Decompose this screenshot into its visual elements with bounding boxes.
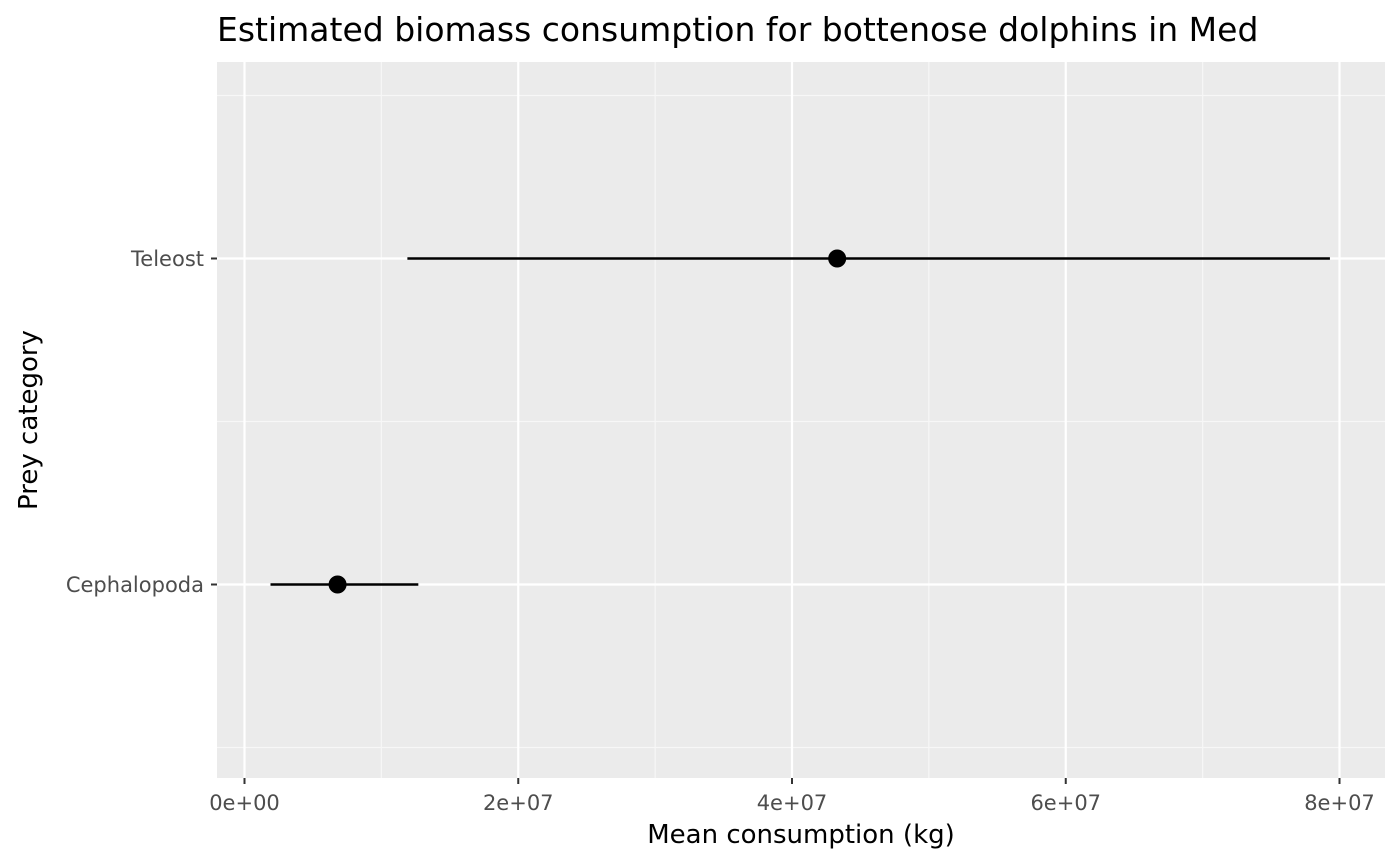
data-marks xyxy=(270,249,1330,594)
y-axis-title: Prey category xyxy=(14,330,44,510)
mean-point xyxy=(328,575,347,594)
x-axis: 0e+00 2e+07 4e+07 6e+07 8e+07 xyxy=(209,778,1375,815)
x-tick-label: 8e+07 xyxy=(1304,791,1375,815)
mean-point xyxy=(828,249,847,268)
y-tick-label: Teleost xyxy=(130,247,204,271)
x-tick-label: 6e+07 xyxy=(1030,791,1101,815)
x-tick-label: 2e+07 xyxy=(483,791,554,815)
x-tick-label: 4e+07 xyxy=(757,791,828,815)
minor-gridlines xyxy=(217,62,1385,778)
plot-panel xyxy=(217,62,1385,778)
y-axis: Cephalopoda Teleost xyxy=(66,247,217,597)
x-axis-title: Mean consumption (kg) xyxy=(647,820,955,850)
y-tick-label: Cephalopoda xyxy=(66,573,204,597)
x-tick-label: 0e+00 xyxy=(209,791,280,815)
chart-title: Estimated biomass consumption for botten… xyxy=(217,10,1258,49)
